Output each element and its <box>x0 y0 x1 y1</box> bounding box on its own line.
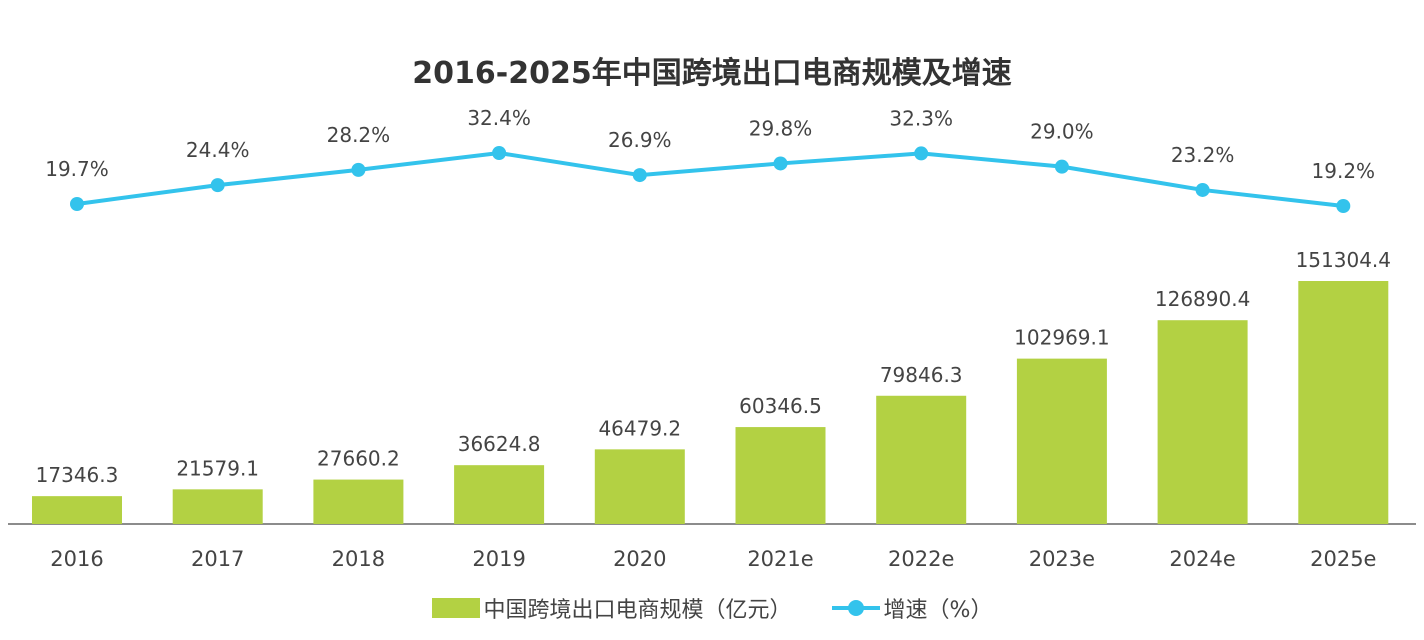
bar <box>1298 281 1389 524</box>
growth-data-label: 32.3% <box>889 106 953 130</box>
growth-point <box>492 145 507 160</box>
bar-data-label: 60346.5 <box>739 394 822 418</box>
bar <box>313 479 404 524</box>
growth-point <box>1054 159 1069 174</box>
growth-point <box>914 146 929 161</box>
bar-data-label: 36624.8 <box>458 432 541 456</box>
growth-point <box>351 162 366 177</box>
chart-title: 2016-2025年中国跨境出口电商规模及增速 <box>412 56 1012 91</box>
legend-item-bar: 中国跨境出口电商规模（亿元） <box>431 592 792 624</box>
bar <box>1016 358 1107 524</box>
legend-bar-swatch <box>431 598 480 618</box>
bar-data-label: 27660.2 <box>317 447 400 471</box>
x-tick-label: 2019 <box>472 547 525 571</box>
growth-data-label: 26.9% <box>608 128 672 152</box>
legend-item-line: 增速（%） <box>831 592 993 624</box>
growth-data-label: 28.2% <box>327 123 391 147</box>
growth-point <box>632 168 647 183</box>
growth-point <box>1336 199 1351 214</box>
bar <box>172 489 263 524</box>
growth-point <box>1195 182 1210 197</box>
growth-data-label: 29.8% <box>749 116 813 140</box>
legend-bar-label: 中国跨境出口电商规模（亿元） <box>483 598 792 623</box>
bar-data-label: 21579.1 <box>176 456 259 480</box>
bar <box>32 496 122 524</box>
bar-data-label: 46479.2 <box>598 416 681 440</box>
legend-line-label: 增速（%） <box>883 598 993 623</box>
chart-plot: 17346.3 2016 21579.1 2017 27660.2 2018 36624.8… <box>8 106 1416 571</box>
x-tick-label: 2024e <box>1169 547 1235 571</box>
growth-data-label: 23.2% <box>1171 143 1235 167</box>
growth-data-label: 24.4% <box>186 138 250 162</box>
growth-data-label: 32.4% <box>467 106 531 130</box>
legend-line-swatch <box>831 598 880 618</box>
bar <box>594 449 685 524</box>
bar-data-label: 102969.1 <box>1014 326 1109 350</box>
x-tick-label: 2020 <box>613 547 666 571</box>
growth-point <box>210 178 225 193</box>
growth-point <box>70 197 84 211</box>
x-tick-label: 2017 <box>191 547 244 571</box>
x-tick-label: 2022e <box>888 547 954 571</box>
growth-data-label: 19.2% <box>1312 159 1376 183</box>
bar <box>1157 320 1248 524</box>
growth-line <box>76 150 1344 208</box>
x-tick-label: 2016 <box>50 547 103 571</box>
legend: 中国跨境出口电商规模（亿元） 增速（%） <box>0 592 1424 624</box>
bar-data-label: 126890.4 <box>1155 287 1250 311</box>
bar-data-label: 79846.3 <box>880 363 963 387</box>
bar-data-label: 17346.3 <box>36 463 119 487</box>
x-tick-label: 2021e <box>747 547 813 571</box>
growth-data-label: 29.0% <box>1030 120 1094 144</box>
x-tick-label: 2025e <box>1310 547 1376 571</box>
bar <box>454 465 545 524</box>
bar <box>735 427 826 524</box>
x-tick-label: 2023e <box>1029 547 1095 571</box>
growth-point <box>773 156 788 171</box>
bar <box>876 395 967 524</box>
growth-data-label: 19.7% <box>45 157 109 181</box>
bar-data-label: 151304.4 <box>1296 248 1391 272</box>
x-tick-label: 2018 <box>332 547 385 571</box>
